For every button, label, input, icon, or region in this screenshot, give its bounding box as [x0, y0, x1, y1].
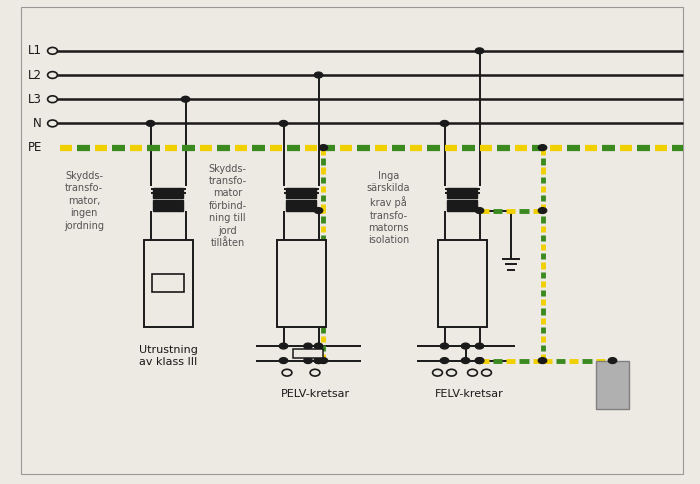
Circle shape [475, 208, 484, 213]
Circle shape [282, 369, 292, 376]
Circle shape [319, 145, 328, 151]
Circle shape [475, 343, 484, 349]
Bar [153, 200, 183, 211]
Circle shape [608, 358, 617, 363]
Text: SELV: SELV [151, 277, 185, 289]
Circle shape [440, 343, 449, 349]
Circle shape [279, 358, 288, 363]
Text: L3: L3 [28, 93, 42, 106]
Circle shape [440, 121, 449, 126]
Text: PELV-kretsar: PELV-kretsar [281, 390, 349, 399]
Circle shape [447, 369, 456, 376]
Bar [276, 240, 326, 327]
Text: FELV: FELV [446, 277, 478, 289]
Circle shape [482, 369, 491, 376]
Circle shape [319, 358, 328, 363]
Circle shape [314, 358, 323, 363]
Circle shape [538, 208, 547, 213]
Text: Skydds-
transfo-
mator,
ingen
jordning: Skydds- transfo- mator, ingen jordning [64, 171, 104, 231]
Bar [153, 188, 183, 198]
Circle shape [304, 358, 312, 363]
Circle shape [433, 369, 442, 376]
Circle shape [314, 72, 323, 78]
Circle shape [181, 96, 190, 102]
Bar [447, 188, 477, 198]
Circle shape [475, 358, 484, 363]
Circle shape [538, 358, 547, 363]
Circle shape [48, 120, 57, 127]
Circle shape [475, 48, 484, 54]
Circle shape [48, 96, 57, 103]
Circle shape [146, 121, 155, 126]
Circle shape [461, 343, 470, 349]
Bar [447, 200, 477, 211]
Text: Skydds-
transfo-
mator
förbind-
ning till
jord
tillåten: Skydds- transfo- mator förbind- ning til… [209, 164, 246, 248]
Text: FELV-kretsar: FELV-kretsar [435, 390, 503, 399]
Circle shape [310, 369, 320, 376]
Bar [596, 361, 629, 409]
Bar [438, 240, 486, 327]
Text: PE: PE [27, 141, 42, 154]
Circle shape [314, 343, 323, 349]
Text: L1: L1 [28, 45, 42, 57]
Text: PELV: PELV [284, 277, 318, 289]
Bar [286, 200, 316, 211]
Circle shape [279, 343, 288, 349]
Bar [144, 240, 193, 327]
Circle shape [304, 343, 312, 349]
Circle shape [48, 47, 57, 54]
Text: Utrustning
av klass III: Utrustning av klass III [139, 345, 197, 366]
Circle shape [461, 358, 470, 363]
Text: N: N [34, 117, 42, 130]
Circle shape [279, 121, 288, 126]
Text: L2: L2 [28, 69, 42, 81]
Bar [286, 188, 316, 198]
Circle shape [314, 358, 323, 363]
Bar [153, 274, 183, 292]
Circle shape [538, 145, 547, 151]
Circle shape [475, 358, 484, 363]
Bar [293, 349, 323, 358]
Circle shape [314, 208, 323, 213]
Circle shape [48, 72, 57, 78]
Text: Utsatt
del: Utsatt del [596, 386, 629, 408]
Circle shape [468, 369, 477, 376]
Text: Inga
särskilda
krav på
transfo-
matorns
isolation: Inga särskilda krav på transfo- matorns … [367, 171, 410, 245]
Circle shape [440, 358, 449, 363]
